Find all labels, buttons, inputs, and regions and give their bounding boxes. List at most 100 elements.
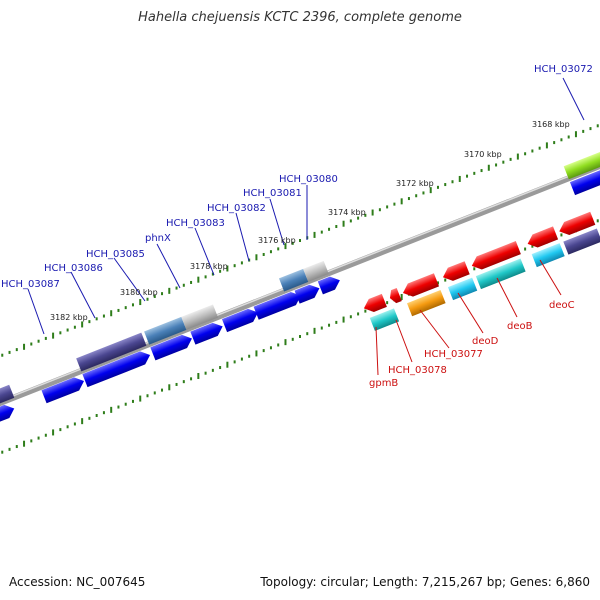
tick-mark: [436, 185, 439, 189]
gene-hch-03077-block[interactable]: [447, 277, 478, 301]
gene-deob-block[interactable]: [531, 243, 565, 268]
tick-mark: [291, 241, 294, 245]
cds-arrow-reverse[interactable]: [361, 293, 387, 315]
tick-mark: [400, 294, 403, 300]
tick-mark: [509, 157, 512, 161]
tick-mark: [320, 230, 323, 234]
tick-mark: [59, 331, 62, 335]
gene-phnx-block[interactable]: [181, 304, 219, 330]
tick-mark: [190, 280, 193, 284]
tick-mark: [240, 357, 243, 361]
tick-mark: [364, 213, 367, 217]
tick-mark: [1, 353, 4, 357]
gene-label[interactable]: HCH_03080: [279, 174, 338, 185]
gene-label[interactable]: HCH_03072: [534, 64, 593, 75]
gene-label[interactable]: deoB: [507, 321, 533, 332]
tick-mark: [240, 261, 243, 265]
tick-mark: [226, 265, 229, 272]
tick-mark: [444, 278, 447, 282]
cds-arrow[interactable]: [221, 306, 261, 333]
tick-mark: [342, 220, 345, 227]
gene-deoc-block[interactable]: [563, 228, 600, 255]
tick-mark: [306, 332, 309, 336]
gene-label[interactable]: HCH_03078: [388, 365, 447, 376]
gene-hch-03072-block[interactable]: [563, 144, 600, 180]
tick-mark: [175, 286, 178, 290]
cds-arrow[interactable]: [82, 348, 152, 388]
tick-mark: [153, 294, 156, 298]
gene-label[interactable]: phnX: [145, 233, 171, 244]
gene-hch-03080-block[interactable]: [278, 268, 309, 292]
gene-hch-03086-block[interactable]: [76, 332, 147, 372]
tick-mark: [197, 276, 200, 283]
gene-hch-03087-block[interactable]: [0, 384, 15, 410]
gene-label[interactable]: HCH_03081: [243, 188, 302, 199]
cds-arrow[interactable]: [41, 374, 86, 404]
tick-mark: [52, 429, 55, 436]
tick-mark: [102, 314, 105, 318]
tick-mark: [255, 350, 258, 357]
tick-mark: [211, 368, 214, 372]
tick-mark: [15, 445, 18, 449]
tick-mark: [357, 216, 360, 220]
cds-arrow[interactable]: [0, 402, 17, 426]
cds-arrow-reverse[interactable]: [440, 261, 470, 284]
gene-deod-block[interactable]: [475, 258, 526, 290]
cds-arrow[interactable]: [150, 332, 194, 361]
tick-mark: [516, 153, 519, 160]
tick-mark: [342, 316, 345, 323]
tick-mark: [371, 209, 374, 216]
tick-mark: [161, 292, 164, 296]
cds-arrow-reverse[interactable]: [387, 287, 402, 305]
tick-mark: [495, 163, 498, 167]
cds-arrow-reverse[interactable]: [557, 211, 596, 238]
cds-arrow[interactable]: [190, 320, 225, 345]
tick-mark: [466, 174, 469, 178]
tick-mark: [531, 244, 534, 248]
gene-label[interactable]: gpmB: [369, 378, 398, 389]
cds-arrow-reverse[interactable]: [469, 241, 521, 272]
tick-mark: [153, 391, 156, 395]
tick-mark: [66, 328, 69, 332]
tick-mark: [262, 349, 265, 353]
gene-hch-03085-block[interactable]: [144, 316, 187, 345]
cds-arrow[interactable]: [317, 274, 343, 295]
tick-mark: [524, 247, 527, 251]
upper-tick-track: [1, 124, 599, 357]
tick-mark: [335, 225, 338, 229]
gene-label[interactable]: HCH_03087: [1, 279, 60, 290]
tick-mark: [73, 422, 76, 426]
tick-mark: [8, 350, 11, 354]
tick-mark: [269, 250, 272, 254]
cds-arrow-reverse[interactable]: [400, 273, 440, 299]
tick-mark: [538, 146, 541, 150]
gene-label[interactable]: HCH_03085: [86, 249, 145, 260]
gene-hch-03078-block[interactable]: [406, 290, 446, 317]
tick-mark: [444, 183, 447, 187]
tick-mark: [23, 343, 26, 350]
tick-mark: [233, 360, 236, 364]
gene-label[interactable]: HCH_03086: [44, 263, 103, 274]
cds-arrow[interactable]: [294, 282, 322, 304]
tick-mark: [30, 342, 33, 346]
gene-hch-03080b-block[interactable]: [303, 260, 329, 282]
tick-mark: [487, 164, 490, 171]
tick-mark: [182, 380, 185, 384]
tick-mark: [596, 124, 599, 128]
gene-label[interactable]: HCH_03083: [166, 218, 225, 229]
gene-label[interactable]: deoC: [549, 300, 575, 311]
gene-gpmb-block[interactable]: [369, 308, 400, 331]
cds-arrow-reverse[interactable]: [525, 226, 559, 250]
tick-mark: [284, 339, 287, 346]
genome-map[interactable]: HCH_03072 HCH_03080 HCH_03081 HCH_03082 …: [0, 0, 600, 570]
gene-label[interactable]: HCH_03077: [424, 349, 483, 360]
gene-label[interactable]: deoD: [472, 336, 499, 347]
tick-mark: [284, 243, 287, 250]
tick-mark: [313, 327, 316, 334]
tick-mark: [73, 325, 76, 329]
cds-arrow[interactable]: [569, 157, 600, 196]
cds-arrow[interactable]: [253, 289, 304, 320]
gene-label[interactable]: HCH_03082: [207, 203, 266, 214]
leader-hch-03085: [113, 257, 146, 302]
tick-mark: [37, 339, 40, 343]
